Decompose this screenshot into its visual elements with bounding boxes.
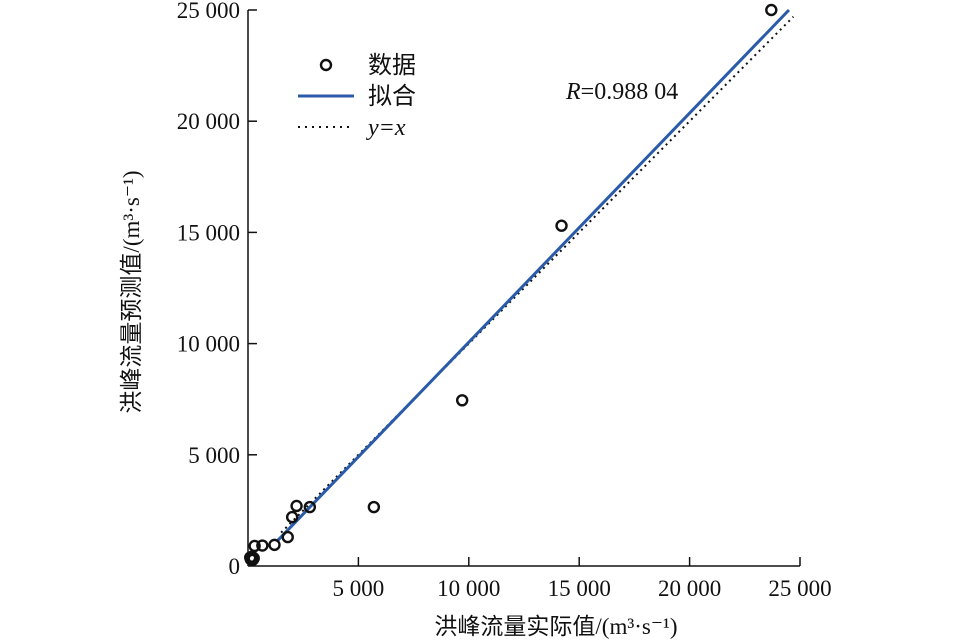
x-tick-label: 25 000 (768, 576, 831, 601)
legend-label: 数据 (368, 52, 416, 79)
data-point (290, 499, 303, 513)
data-point (247, 552, 260, 565)
y-tick-label: 20 000 (177, 109, 240, 134)
y-tick-label: 10 000 (177, 332, 240, 357)
legend-marker-data (319, 58, 333, 72)
data-point (268, 538, 281, 552)
r-annotation: R=0.988 04 (565, 79, 678, 105)
x-axis-label: 洪峰流量实际值/(m³·s⁻¹) (434, 614, 677, 639)
data-point (455, 394, 469, 407)
legend-label: 拟合 (368, 83, 416, 110)
data-point (248, 539, 261, 553)
y-tick-label: 15 000 (177, 220, 240, 245)
data-point (555, 219, 568, 232)
x-tick-label: 20 000 (658, 576, 721, 601)
ticks: 5 000 10 000 15 000 20 000 25 000 0 5 000 10 00… (177, 0, 832, 601)
r-value: =0.988 04 (581, 79, 679, 105)
data-point (285, 510, 299, 524)
data-point (256, 539, 269, 552)
data-point (303, 500, 317, 514)
data-point (765, 3, 778, 17)
y-tick-label: 5 000 (188, 443, 240, 468)
r-label: R (565, 79, 581, 105)
legend-label: y=x (366, 115, 406, 141)
series-layer (244, 3, 795, 566)
data-point (367, 500, 381, 514)
y-tick-label: 0 (229, 554, 241, 579)
fit-line (275, 8, 791, 543)
axes (247, 10, 800, 567)
y-tick-label: 25 000 (177, 0, 240, 23)
x-tick-label: 10 000 (437, 576, 500, 601)
x-tick-label: 15 000 (548, 576, 611, 601)
data-point (281, 530, 294, 544)
y-axis-label: 洪峰流量预测值/(m³·s⁻¹) (119, 170, 144, 413)
x-tick-label: 5 000 (333, 576, 385, 601)
